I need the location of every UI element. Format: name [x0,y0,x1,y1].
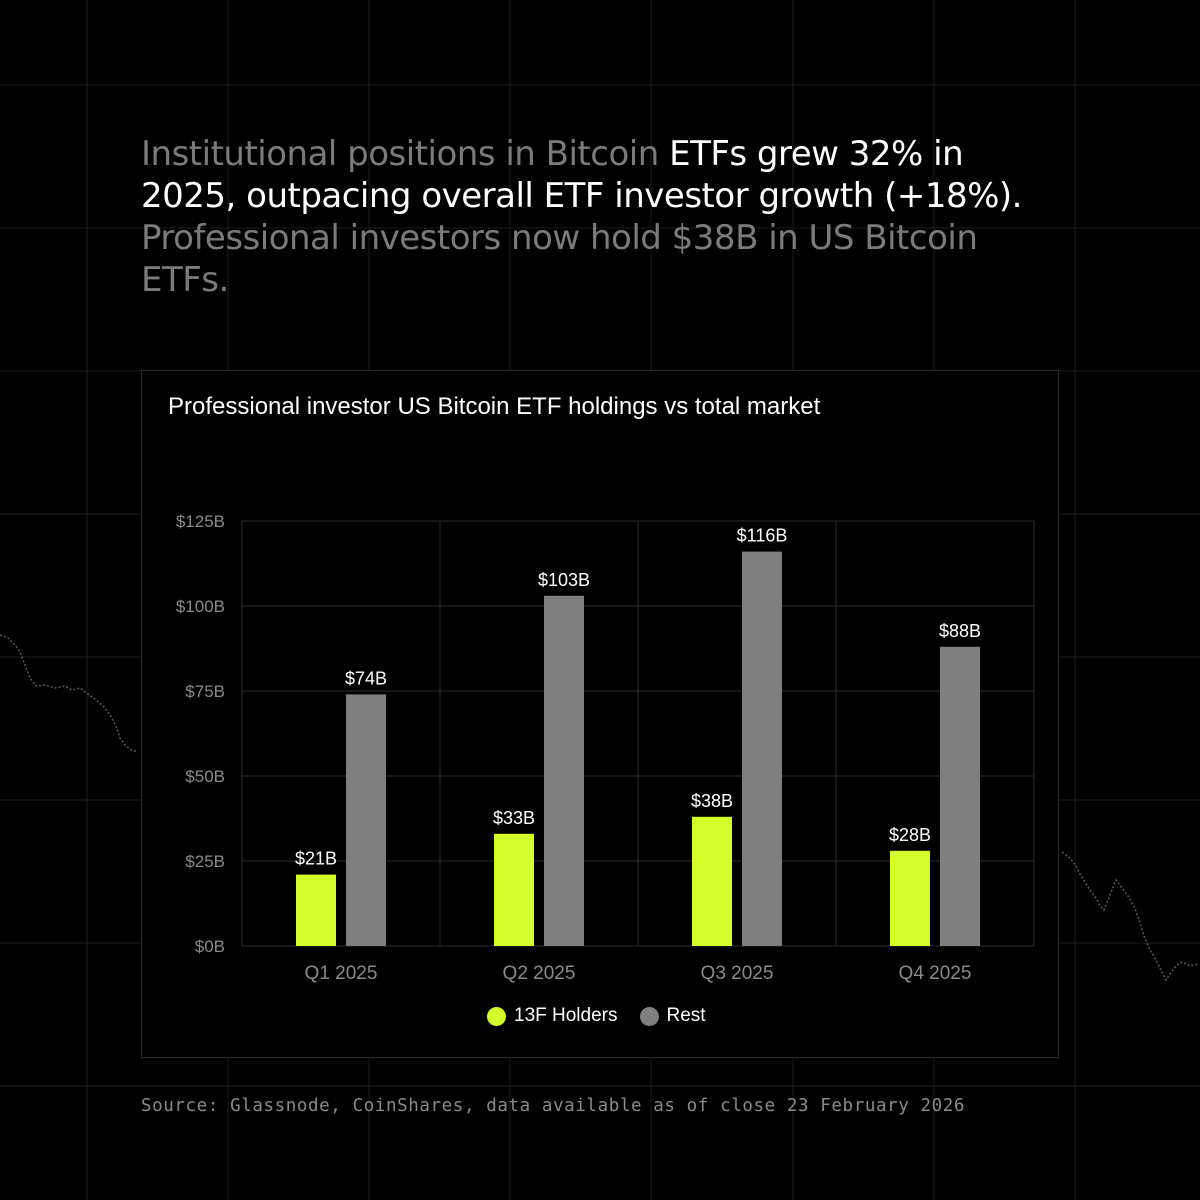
y-tick-label: $100B [176,597,225,616]
x-tick-label: Q3 2025 [701,963,774,984]
chart-legend: 13F Holders Rest [487,1005,728,1027]
bar-rest-1 [346,694,386,946]
y-tick-label: $50B [185,767,225,786]
bar-13f-holders-2 [494,833,534,946]
y-tick-label: $125B [176,512,225,531]
y-tick-label: $75B [185,682,225,701]
data-label: $88B [939,621,981,641]
data-label: $103B [538,570,590,590]
bar-13f-holders-1 [296,874,336,946]
data-label: $74B [345,668,387,688]
bar-rest-4 [940,646,980,946]
headline-part-1: Institutional positions in Bitcoin [141,134,670,174]
data-label: $28B [889,825,931,845]
legend-item-13f-holders: 13F Holders [487,1005,618,1027]
data-label: $33B [493,808,535,828]
decorative-price-trace [0,634,139,753]
y-tick-label: $0B [195,937,225,956]
x-tick-label: Q4 2025 [899,963,972,984]
bar-rest-2 [544,595,584,946]
decorative-price-trace [1061,851,1199,982]
y-tick-label: $25B [185,852,225,871]
bar-chart: $0B $25B $50B $75B $100B $125B $21B $74B Q1 2025… [176,512,1035,984]
chart-title: Professional investor US Bitcoin ETF hol… [168,393,821,420]
data-label: $38B [691,791,733,811]
legend-label-rest: Rest [666,1005,706,1026]
source-note: Source: Glassnode, CoinShares, data avai… [141,1096,966,1116]
bar-13f-holders-3 [692,816,732,946]
headline: Institutional positions in Bitcoin ETFs … [141,133,1041,301]
legend-swatch-13f-holders [487,1006,506,1026]
legend-item-rest: Rest [639,1005,706,1027]
headline-part-3: Professional investors now hold $38B in … [141,218,978,300]
legend-swatch-rest [639,1006,659,1026]
bar-rest-3 [742,551,782,946]
legend-label-13f-holders: 13F Holders [514,1005,618,1026]
data-label: $116B [737,526,788,546]
x-tick-label: Q1 2025 [305,963,378,984]
chart-panel: $0B $25B $50B $75B $100B $125B $21B $74B Q1 2025… [141,370,1059,1058]
headline-part-2: ETFs grew 32% in 2025, outpacing overall… [141,134,1022,216]
bar-13f-holders-4 [890,850,930,946]
x-tick-label: Q2 2025 [503,963,576,984]
data-label: $21B [295,849,337,869]
